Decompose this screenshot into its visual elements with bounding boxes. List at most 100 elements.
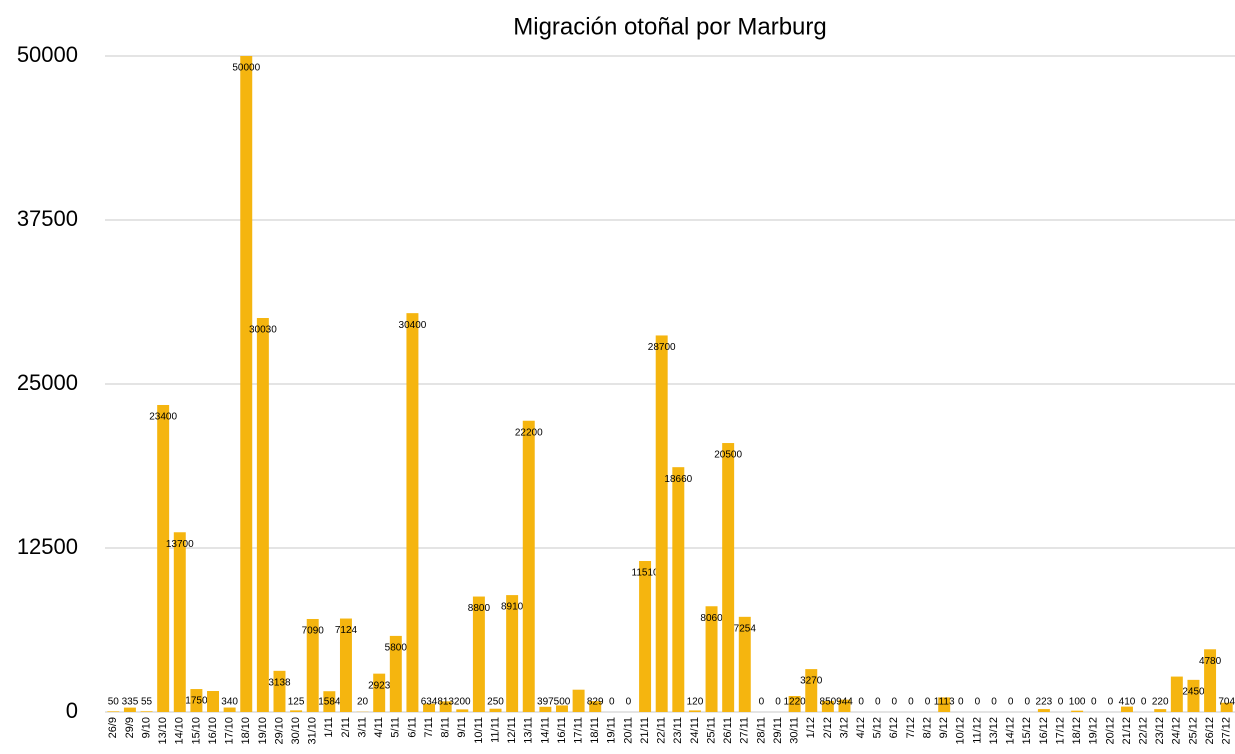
data-label: 23400 bbox=[149, 412, 177, 423]
x-tick-label: 3/11 bbox=[356, 717, 368, 738]
data-label: 8060 bbox=[700, 613, 723, 624]
data-label: 0 bbox=[958, 697, 964, 708]
data-label: 1220 bbox=[784, 697, 807, 708]
x-tick-label: 18/12 bbox=[1071, 717, 1083, 745]
x-tick-label: 29/10 bbox=[273, 717, 285, 745]
bar bbox=[157, 405, 169, 712]
data-label: 50000 bbox=[232, 63, 260, 74]
x-tick-label: 14/11 bbox=[539, 717, 551, 744]
x-tick-label: 4/12 bbox=[855, 717, 867, 738]
x-tick-label: 27/12 bbox=[1221, 717, 1233, 745]
x-tick-label: 14/12 bbox=[1005, 717, 1017, 745]
data-label: 1750 bbox=[185, 696, 208, 707]
data-label: 0 bbox=[892, 697, 898, 708]
x-tick-label: 9/11 bbox=[456, 717, 468, 738]
bar bbox=[456, 709, 468, 712]
data-label: 397 bbox=[537, 697, 554, 708]
x-tick-label: 7/11 bbox=[423, 717, 435, 738]
x-tick-label: 1/12 bbox=[805, 717, 817, 738]
x-tick-label: 25/11 bbox=[705, 717, 717, 744]
data-label: 704 bbox=[1218, 697, 1235, 708]
data-label: 2450 bbox=[1182, 686, 1205, 697]
bar bbox=[639, 561, 651, 712]
data-label: 18660 bbox=[664, 474, 692, 485]
x-tick-label: 27/11 bbox=[739, 717, 751, 744]
data-label: 0 bbox=[925, 697, 931, 708]
x-tick-label: 19/10 bbox=[257, 717, 269, 745]
x-tick-label: 29/9 bbox=[124, 717, 136, 738]
x-tick-label: 16/10 bbox=[207, 717, 219, 745]
x-tick-label: 2/12 bbox=[822, 717, 834, 738]
data-label: 813 bbox=[437, 697, 454, 708]
x-tick-label: 17/10 bbox=[224, 717, 236, 745]
data-label: 0 bbox=[759, 697, 765, 708]
data-label: 850 bbox=[820, 697, 837, 708]
data-label: 0 bbox=[975, 697, 981, 708]
x-tick-label: 29/11 bbox=[772, 717, 784, 744]
data-label: 0 bbox=[1108, 697, 1114, 708]
x-tick-label: 10/12 bbox=[955, 717, 967, 745]
data-label: 3138 bbox=[268, 677, 291, 688]
bar bbox=[141, 711, 153, 712]
data-label: 410 bbox=[1119, 697, 1136, 708]
data-label: 500 bbox=[554, 697, 571, 708]
x-tick-label: 23/12 bbox=[1154, 717, 1166, 745]
x-tick-label: 26/11 bbox=[722, 717, 734, 744]
x-tick-label: 13/12 bbox=[988, 717, 1000, 745]
x-tick-label: 7/12 bbox=[905, 717, 917, 738]
x-tick-label: 17/12 bbox=[1054, 717, 1066, 745]
x-tick-label: 1/11 bbox=[323, 717, 335, 738]
data-label: 0 bbox=[875, 697, 881, 708]
data-label: 340 bbox=[221, 697, 238, 708]
x-tick-label: 5/12 bbox=[872, 717, 884, 738]
bar bbox=[523, 421, 535, 712]
x-tick-label: 23/11 bbox=[672, 717, 684, 744]
data-label: 634 bbox=[421, 697, 438, 708]
bar bbox=[124, 708, 136, 712]
data-label: 0 bbox=[1008, 697, 1014, 708]
bar bbox=[257, 318, 269, 712]
bar bbox=[689, 710, 701, 712]
data-label: 220 bbox=[1152, 697, 1169, 708]
x-tick-label: 22/12 bbox=[1138, 717, 1150, 745]
x-tick-label: 15/12 bbox=[1021, 717, 1033, 745]
x-tick-label: 13/11 bbox=[523, 717, 535, 744]
data-label: 8910 bbox=[501, 602, 524, 613]
data-label: 0 bbox=[609, 697, 615, 708]
data-label: 0 bbox=[626, 697, 632, 708]
data-label: 28700 bbox=[648, 342, 676, 353]
data-label: 4780 bbox=[1199, 656, 1222, 667]
data-label: 0 bbox=[908, 697, 914, 708]
x-tick-label: 21/11 bbox=[639, 717, 651, 744]
data-label: 0 bbox=[1091, 697, 1097, 708]
data-label: 22200 bbox=[515, 427, 543, 438]
data-label: 0 bbox=[775, 697, 781, 708]
data-label: 50 bbox=[108, 697, 120, 708]
bar bbox=[1071, 711, 1083, 712]
data-label: 1113 bbox=[934, 697, 955, 708]
x-tick-label: 15/10 bbox=[190, 717, 202, 745]
data-label: 0 bbox=[991, 697, 997, 708]
data-label: 7124 bbox=[335, 625, 358, 636]
data-label: 0 bbox=[1024, 697, 1030, 708]
x-tick-label: 26/9 bbox=[107, 717, 119, 738]
x-tick-label: 31/10 bbox=[307, 717, 319, 745]
x-tick-label: 19/11 bbox=[606, 717, 618, 744]
x-tick-label: 13/10 bbox=[157, 717, 169, 745]
bar bbox=[107, 711, 119, 712]
bar bbox=[174, 532, 186, 712]
x-tick-label: 2/11 bbox=[340, 717, 352, 738]
chart-title: Migración otoñal por Marburg bbox=[513, 13, 827, 40]
data-label: 7090 bbox=[302, 626, 325, 637]
x-tick-label: 18/10 bbox=[240, 717, 252, 745]
bar bbox=[656, 335, 668, 712]
x-tick-label: 3/12 bbox=[838, 717, 850, 738]
data-label: 55 bbox=[141, 697, 153, 708]
x-tick-label: 30/10 bbox=[290, 717, 302, 745]
bar bbox=[722, 443, 734, 712]
bar bbox=[1171, 677, 1183, 712]
x-tick-label: 5/11 bbox=[390, 717, 402, 738]
y-tick-label: 0 bbox=[66, 698, 78, 723]
data-label: 7254 bbox=[734, 623, 757, 634]
x-tick-label: 22/11 bbox=[656, 717, 668, 744]
